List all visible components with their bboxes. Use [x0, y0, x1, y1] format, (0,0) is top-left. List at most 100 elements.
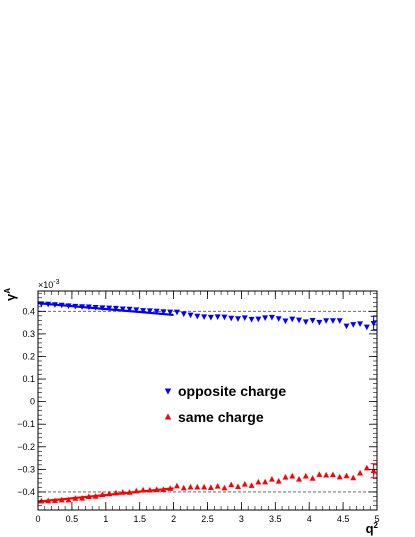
- legend-label-same: same charge: [178, 409, 264, 425]
- data-point: [282, 318, 289, 325]
- x-tick-label: 2.5: [201, 514, 214, 524]
- data-point: [262, 478, 269, 485]
- x-tick-label: 3: [239, 514, 244, 524]
- data-point: [363, 324, 370, 331]
- x-tick-label: 5: [374, 514, 379, 524]
- data-point: [323, 318, 330, 324]
- data-point: [119, 489, 126, 495]
- data-point: [99, 491, 106, 497]
- x-tick-label: 0.5: [66, 514, 79, 524]
- data-point: [153, 308, 160, 315]
- data-point: [343, 323, 350, 330]
- data-point: [140, 308, 147, 314]
- y-axis-label: γ: [3, 293, 18, 301]
- y-tick-label: 0.1: [22, 374, 35, 384]
- data-point: [262, 315, 269, 321]
- data-point: [85, 493, 92, 499]
- data-point: [228, 481, 235, 488]
- data-point: [289, 316, 296, 323]
- data-point: [350, 474, 357, 481]
- data-point: [140, 486, 147, 493]
- data-point: [85, 304, 92, 311]
- data-point: [160, 309, 167, 315]
- data-point: [268, 475, 275, 482]
- data-point: [363, 464, 370, 471]
- y-multiplier-exponent: -3: [53, 279, 59, 286]
- data-point: [214, 482, 221, 489]
- x-tick-label: 4.5: [337, 514, 350, 524]
- data-point: [289, 472, 296, 479]
- data-point: [255, 478, 262, 485]
- data-point: [194, 483, 201, 490]
- data-point: [45, 497, 52, 504]
- data-point: [106, 305, 113, 312]
- data-point: [357, 321, 364, 328]
- data-point: [201, 483, 208, 490]
- data-point: [45, 301, 52, 308]
- data-point: [133, 307, 140, 314]
- y-tick-label: 0.3: [22, 329, 35, 339]
- data-point: [180, 484, 187, 491]
- data-point: [174, 482, 180, 489]
- y-tick-label: 0.2: [22, 351, 35, 361]
- data-point: [38, 301, 45, 307]
- data-point: [180, 311, 187, 318]
- data-point: [255, 316, 262, 323]
- data-point: [146, 308, 153, 314]
- data-point: [343, 472, 350, 479]
- data-point: [65, 303, 72, 309]
- y-multiplier: ×10-3: [38, 279, 60, 290]
- data-point: [153, 486, 160, 492]
- y-multiplier-base: ×10: [38, 280, 53, 290]
- x-axis-title: q2: [366, 521, 379, 536]
- data-point: [357, 469, 364, 476]
- data-point: [126, 306, 133, 313]
- x-tick-label: 0: [35, 514, 40, 524]
- data-point: [275, 316, 282, 322]
- data-point: [113, 489, 119, 496]
- y-axis-title: γA: [3, 288, 18, 301]
- data-point: [296, 317, 302, 324]
- data-point: [221, 314, 228, 321]
- fit-line: [37, 302, 174, 317]
- data-point: [336, 318, 343, 324]
- x-tick-label: 1: [103, 514, 108, 524]
- data-point: [336, 473, 343, 480]
- y-tick-label: 0.4: [22, 306, 35, 316]
- data-point: [282, 473, 289, 480]
- x-tick-label: 1.5: [133, 514, 146, 524]
- data-point: [113, 305, 119, 312]
- x-axis-label-sup: 2: [374, 521, 379, 530]
- data-point: [228, 315, 235, 322]
- data-point: [92, 304, 99, 311]
- data-point: [58, 496, 65, 503]
- x-tick-label: 3.5: [269, 514, 282, 524]
- data-point: [350, 322, 357, 328]
- data-point: [133, 487, 140, 494]
- data-point: [187, 483, 194, 490]
- data-point: [146, 486, 153, 493]
- data-point: [323, 471, 330, 478]
- data-point: [248, 482, 255, 488]
- data-point: [99, 305, 106, 312]
- data-point: [126, 489, 133, 495]
- data-point: [221, 484, 228, 491]
- x-axis-label: q: [366, 521, 374, 536]
- data-point: [187, 312, 194, 319]
- data-point: [65, 496, 72, 503]
- fit-line: [37, 487, 174, 503]
- y-tick-label: 0: [30, 397, 35, 407]
- data-point: [79, 494, 86, 501]
- data-point: [235, 483, 241, 490]
- data-point: [51, 302, 58, 308]
- axis-ticks: 0 0.5 1 1.5 2 2.5 3 3.5 4 4.5 5 −0.4 −0.3 −0.2 −0.1 0 0.…: [17, 291, 380, 524]
- data-point: [51, 497, 58, 504]
- legend-label-opposite: opposite charge: [178, 383, 286, 399]
- data-point: [329, 318, 336, 324]
- data-point: [248, 316, 255, 323]
- data-point: [160, 486, 167, 492]
- data-point: [72, 303, 79, 310]
- data-markers: [38, 301, 377, 504]
- data-point: [194, 313, 201, 320]
- data-point: [79, 304, 86, 310]
